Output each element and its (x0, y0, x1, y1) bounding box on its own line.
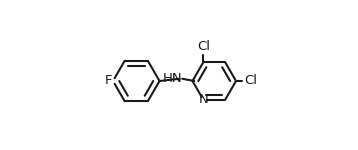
Text: Cl: Cl (197, 40, 210, 53)
Text: N: N (198, 93, 208, 106)
Text: F: F (105, 75, 112, 87)
Text: Cl: Cl (244, 75, 257, 87)
Text: HN: HN (163, 72, 182, 85)
